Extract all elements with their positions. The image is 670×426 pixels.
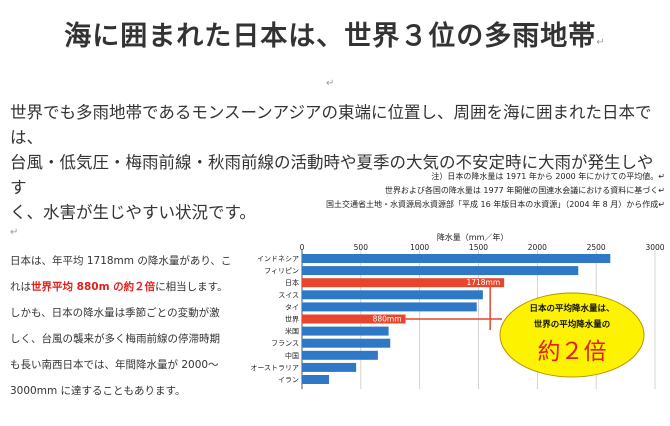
- callout-text: 世界の平均降水量の: [534, 319, 611, 330]
- tick-label: 3000: [645, 243, 664, 252]
- body-line: 日本は、年平均 1718mm の降水量があり、こ: [10, 255, 232, 267]
- body-line: 3000mm に達することもあります。: [10, 385, 186, 397]
- tick-label: 2500: [587, 243, 606, 252]
- category-label: フランス: [271, 340, 299, 348]
- category-label: イラン: [278, 376, 299, 384]
- note-line: 国土交通省土地・水資源局水資源部「平成 16 年版日本の水資源」（2004 年 …: [325, 200, 665, 209]
- data-label: 880mm: [373, 315, 402, 324]
- tick-label: 1500: [469, 243, 488, 252]
- body-line: しかも、日本の降水量は季節ごとの変動が激: [10, 307, 220, 319]
- tick-label: 2000: [528, 243, 547, 252]
- highlight-text: 世界平均 880m の約２倍: [31, 281, 156, 293]
- callout-highlight: 約２倍: [538, 339, 607, 365]
- bar: [302, 302, 477, 312]
- intro-paragraph: 世界でも多雨地帯であるモンスーンアジアの東端に位置し、周囲を海に囲まれた日本では…: [10, 100, 660, 225]
- bar: [302, 254, 611, 263]
- category-label: フィリピン: [264, 267, 299, 275]
- bar: [302, 314, 406, 324]
- intro-line: 世界でも多雨地帯であるモンスーンアジアの東端に位置し、周囲を海に囲まれた日本では…: [10, 103, 652, 147]
- bar: [302, 266, 579, 276]
- rainfall-bar-chart: 降水量（mm／年） 0 500 1000 1500 2000 2500 3000 インドネシアフ…: [250, 232, 665, 390]
- data-label: 1718mm: [466, 278, 500, 287]
- intro-line: く、水害が生じやすい状況です。: [10, 203, 256, 222]
- category-label: 世界: [285, 315, 299, 324]
- intro-line: 台風・低気圧・梅雨前線・秋雨前線の活動時や夏季の大気の不安定時に大雨が発生しやす: [10, 153, 654, 197]
- bar: [302, 278, 505, 288]
- chart-notes: 注）日本の降水量は 1971 年から 2000 年にかけての平均値。↵ 世界およ…: [300, 170, 665, 212]
- category-label: スイス: [278, 291, 299, 299]
- page-title: 海に囲まれた日本は、世界３位の多雨地帯↵: [64, 21, 606, 52]
- note-line: 注）日本の降水量は 1971 年から 2000 年にかけての平均値。↵: [431, 172, 665, 181]
- bar: [302, 338, 391, 348]
- paragraph-mark: ↵: [326, 78, 335, 89]
- bar: [302, 362, 357, 372]
- callout-text: 日本の平均降水量は、: [529, 303, 614, 314]
- category-label: 中国: [285, 351, 299, 360]
- category-label: インドネシア: [257, 255, 299, 263]
- body-line: も長い南西日本では、年間降水量が 2000～: [10, 359, 219, 371]
- body-line: れは世界平均 880m の約２倍に相当します。: [10, 281, 228, 293]
- bar: [302, 375, 330, 384]
- bar: [302, 290, 483, 300]
- paragraph-mark: ↵: [10, 227, 19, 238]
- tick-label: 0: [300, 243, 305, 252]
- body-line: しく、台風の襲来が多く梅雨前線の停滞時期: [10, 333, 220, 345]
- category-label: タイ: [285, 302, 299, 311]
- category-label: 日本: [285, 278, 299, 287]
- category-label: オーストラリア: [250, 364, 299, 372]
- category-label: 米国: [285, 327, 299, 336]
- tick-label: 1000: [410, 243, 429, 252]
- bar: [302, 350, 378, 360]
- bar: [302, 326, 389, 336]
- tick-label: 500: [354, 243, 369, 252]
- body-paragraph: 日本は、年平均 1718mm の降水量があり、こ れは世界平均 880m の約２…: [10, 248, 240, 404]
- callout-bubble: [499, 292, 645, 378]
- x-axis-label: 降水量（mm／年）: [437, 232, 509, 242]
- note-line: 世界および各国の降水量は 1977 年開催の国連水会議における資料に基づく↵: [384, 186, 665, 195]
